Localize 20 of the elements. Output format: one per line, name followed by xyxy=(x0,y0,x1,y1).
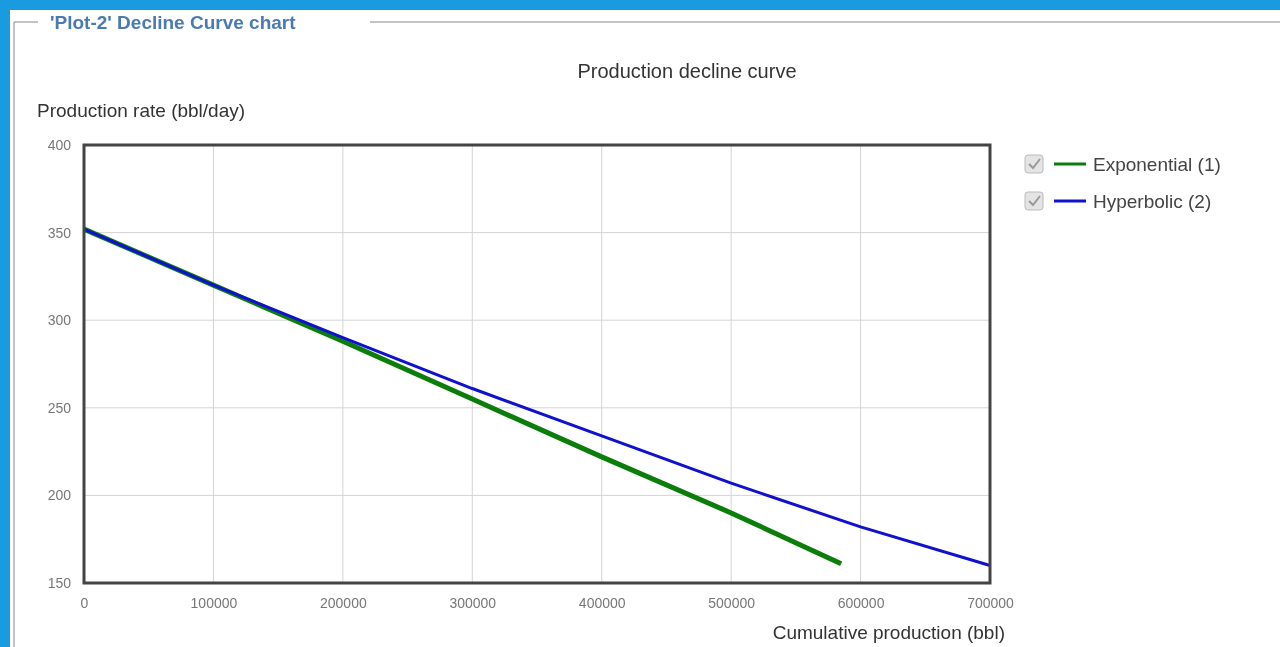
y-axis-title: Production rate (bbl/day) xyxy=(37,100,246,121)
x-tick-label: 0 xyxy=(80,594,89,611)
x-tick-label: 300000 xyxy=(449,594,497,611)
legend-label: Hyperbolic (2) xyxy=(1093,191,1212,212)
chart-subtitle: Production decline curve xyxy=(577,60,797,82)
chart-title: 'Plot-2' Decline Curve chart xyxy=(50,12,297,33)
y-tick-label: 250 xyxy=(47,399,72,416)
x-axis-title: Cumulative production (bbl) xyxy=(772,622,1005,643)
legend-label: Exponential (1) xyxy=(1093,154,1221,175)
y-tick-label: 200 xyxy=(47,487,72,504)
y-tick-label: 350 xyxy=(47,224,72,241)
x-tick-label: 400000 xyxy=(578,594,626,611)
x-tick-label: 200000 xyxy=(320,594,367,611)
x-tick-label: 700000 xyxy=(967,594,1015,611)
x-tick-label: 100000 xyxy=(190,594,238,611)
y-tick-label: 400 xyxy=(47,136,72,153)
x-tick-label: 500000 xyxy=(708,594,756,611)
x-tick-label: 600000 xyxy=(837,594,885,611)
y-tick-label: 150 xyxy=(47,574,72,591)
y-tick-label: 300 xyxy=(47,312,72,329)
